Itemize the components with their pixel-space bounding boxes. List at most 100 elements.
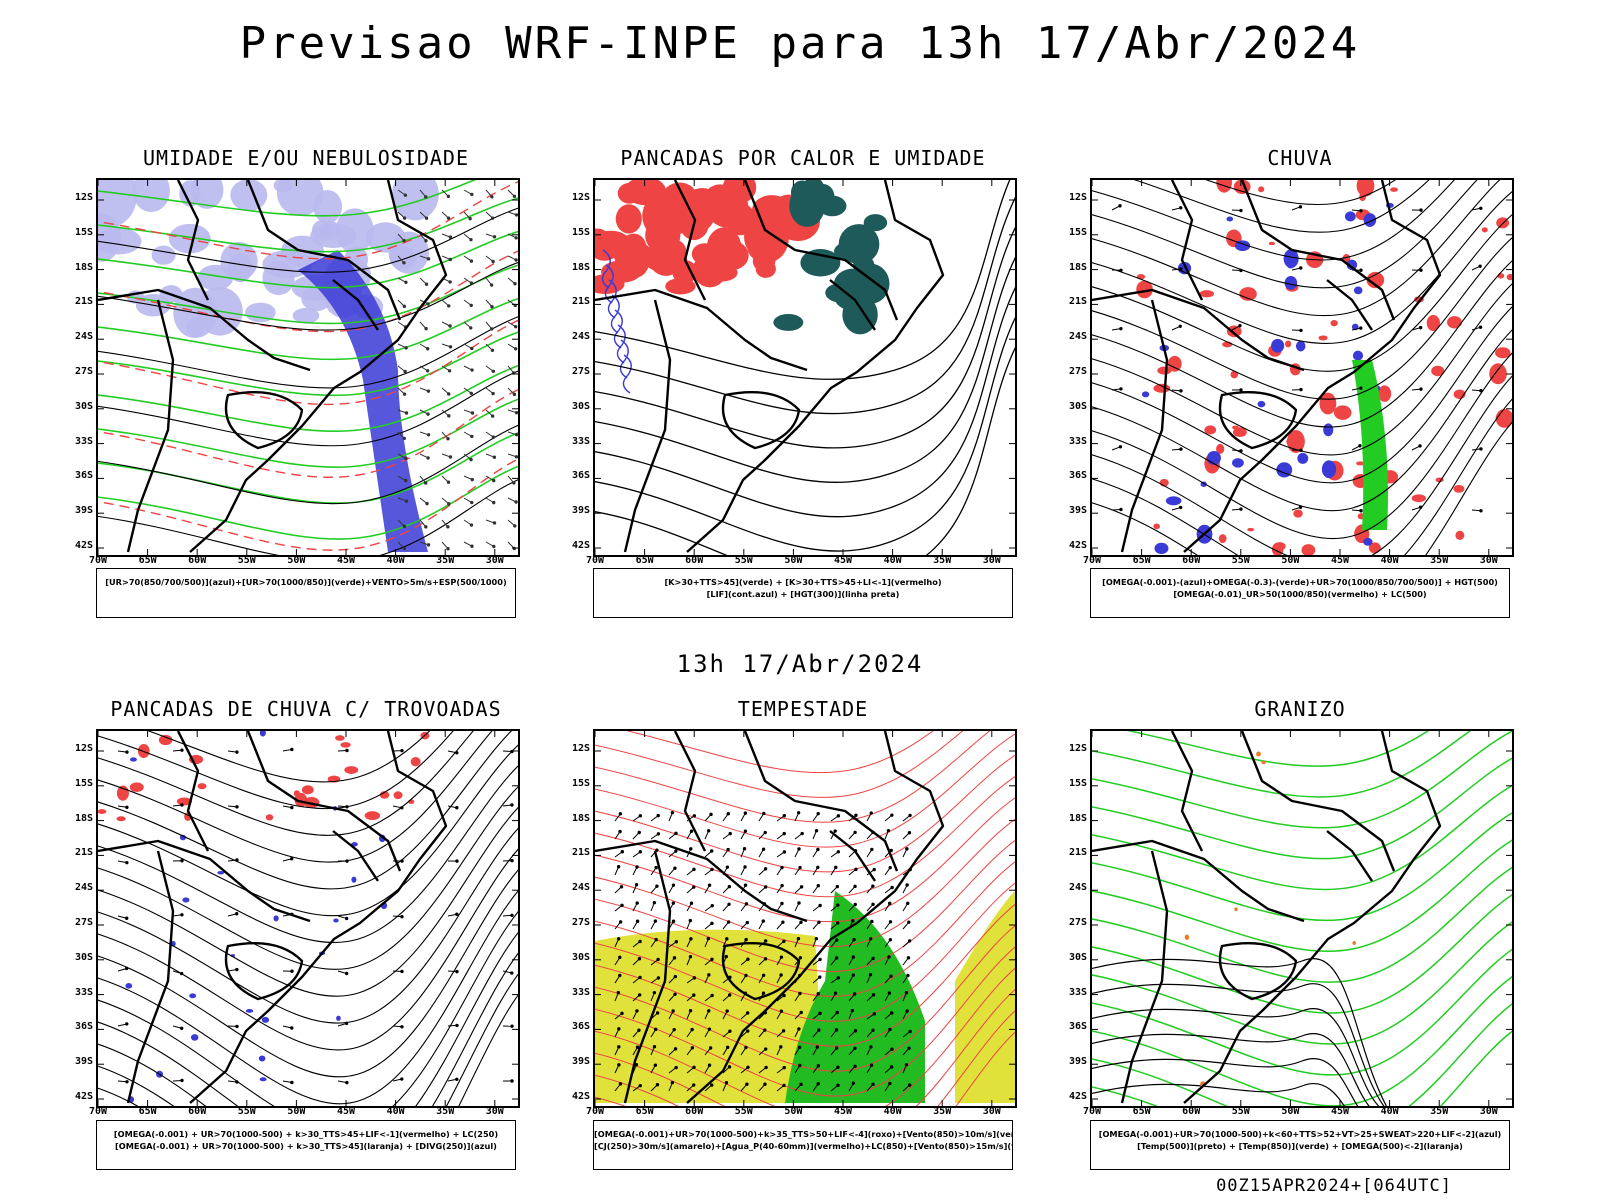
lon-label: 65W — [138, 555, 157, 566]
lon-label: 45W — [833, 1106, 853, 1117]
lon-label: 65W — [1132, 1106, 1151, 1117]
map-frame — [96, 178, 520, 557]
lat-label: 24S — [571, 882, 590, 894]
lon-label: 70W — [585, 555, 605, 566]
humidity-blue-band — [298, 250, 428, 552]
lon-label: 45W — [1330, 1106, 1350, 1117]
lat-label: 21S — [1068, 296, 1087, 308]
lon-label: 70W — [585, 1106, 605, 1117]
lat-label: 27S — [74, 917, 93, 928]
lat-label: 24S — [1068, 331, 1087, 343]
map-frame — [1090, 178, 1514, 557]
lat-label: 39S — [74, 505, 93, 517]
lon-label: 45W — [1330, 555, 1350, 566]
lon-label: 70W — [1082, 1106, 1102, 1117]
legend-line: [Temp(500)](preto) + [Temp(850)](verde) … — [1137, 1141, 1463, 1151]
lon-label: 50W — [287, 555, 306, 566]
lat-label: 39S — [1068, 505, 1087, 517]
coastline-borders — [1092, 180, 1442, 553]
storm-red-areas — [98, 731, 430, 822]
map-canvas — [98, 731, 518, 1106]
lat-label: 21S — [74, 296, 93, 308]
panel-title: PANCADAS POR CALOR E UMIDADE — [620, 146, 986, 170]
lat-label: 12S — [74, 192, 93, 203]
lat-label: 42S — [571, 540, 590, 551]
rain-red-areas — [1136, 180, 1512, 555]
valid-time-label: 13h 17/Abr/2024 — [676, 650, 924, 678]
legend-line: [OMEGA(-0.001)-(azul)+OMEGA(-0.3)-(verde… — [1102, 577, 1498, 587]
lat-label: 30S — [571, 400, 590, 412]
legend-line: [OMEGA(-0.01)_UR>50(1000/850)(vermelho) … — [1173, 589, 1427, 599]
divg250-blue-areas — [125, 731, 388, 1103]
lat-label: 30S — [1068, 951, 1087, 963]
lon-label: 35W — [933, 555, 952, 566]
lon-label: 35W — [933, 1106, 952, 1117]
axis-ticks — [98, 731, 518, 1106]
lon-label: 30W — [485, 1106, 504, 1117]
lon-label: 70W — [88, 1106, 108, 1117]
map-frame — [96, 729, 520, 1108]
lat-label: 27S — [571, 366, 590, 377]
lat-label: 36S — [74, 470, 93, 482]
lat-label: 15S — [74, 226, 93, 238]
axis-ticks — [1092, 731, 1512, 1106]
lat-label: 27S — [74, 366, 93, 377]
humidity-green-contours — [98, 180, 518, 540]
wind-vectors-850 — [614, 810, 912, 1092]
lon-label: 60W — [685, 555, 704, 566]
lon-label: 40W — [883, 555, 902, 566]
coastline-borders — [98, 180, 448, 553]
panel-legend: [OMEGA(-0.001) + UR>70(1000-500) + k>30_… — [96, 1120, 516, 1170]
map-frame — [593, 729, 1017, 1108]
lat-label: 36S — [571, 1021, 590, 1033]
lat-label: 27S — [571, 917, 590, 928]
lon-label: 30W — [982, 555, 1001, 566]
lon-label: 40W — [1380, 1106, 1399, 1117]
coastline-borders — [595, 180, 945, 553]
lon-label: 50W — [287, 1106, 306, 1117]
lat-label: 24S — [571, 331, 590, 343]
lon-label: 65W — [635, 555, 654, 566]
lat-label: 42S — [74, 1091, 93, 1102]
axis-ticks — [595, 731, 1015, 1106]
map-canvas — [1092, 731, 1512, 1106]
lon-label: 35W — [436, 555, 455, 566]
lat-label: 33S — [1068, 986, 1087, 998]
legend-line: [OMEGA(-0.001) + UR>70(1000-500) + k>30_… — [115, 1141, 497, 1151]
lat-label: 21S — [571, 847, 590, 859]
streamline-arrows — [117, 747, 514, 1085]
lon-label: 50W — [784, 555, 803, 566]
axis-ticks — [98, 180, 518, 555]
lon-label: 55W — [734, 555, 753, 566]
map-frame — [1090, 729, 1514, 1108]
lat-label: 18S — [74, 812, 93, 824]
pressure-black-contours — [98, 207, 518, 555]
lat-label: 12S — [571, 192, 590, 203]
lat-label: 42S — [1068, 540, 1087, 551]
lon-label: 45W — [336, 555, 356, 566]
instability-red-areas — [595, 180, 820, 295]
legend-line: [UR>70(850/700/500)](azul)+[UR>70(1000/8… — [105, 577, 507, 587]
lat-label: 24S — [74, 882, 93, 894]
lon-label: 40W — [883, 1106, 902, 1117]
lon-label: 70W — [1082, 555, 1102, 566]
lon-label: 45W — [336, 1106, 356, 1117]
lat-label: 24S — [74, 331, 93, 343]
lat-label: 18S — [571, 261, 590, 273]
lat-label: 39S — [571, 505, 590, 517]
lon-label: 55W — [734, 1106, 753, 1117]
thickness-red-dashed — [98, 181, 518, 551]
lat-label: 36S — [1068, 1021, 1087, 1033]
lon-label: 40W — [386, 555, 405, 566]
lon-label: 65W — [635, 1106, 654, 1117]
map-frame — [593, 178, 1017, 557]
lat-label: 27S — [1068, 366, 1087, 377]
panel-legend: [K>30+TTS>45](verde) + [K>30+TTS>45+LI<-… — [593, 568, 1013, 618]
wind850-green-areas — [785, 891, 925, 1103]
panel-legend: [OMEGA(-0.001)-(azul)+OMEGA(-0.3)-(verde… — [1090, 568, 1510, 618]
lon-label: 50W — [1281, 555, 1300, 566]
lat-label: 15S — [571, 777, 590, 789]
lon-label: 40W — [1380, 555, 1399, 566]
lon-label: 60W — [188, 1106, 207, 1117]
lat-label: 18S — [571, 812, 590, 824]
